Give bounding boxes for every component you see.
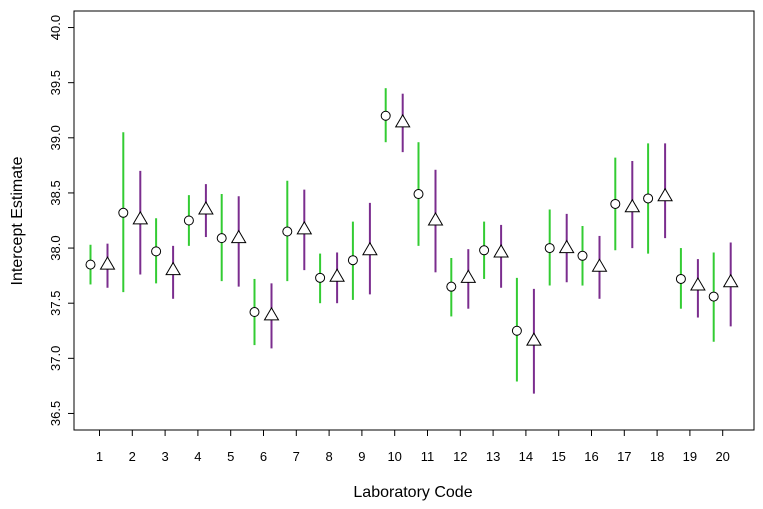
y-tick-label: 39.5 [48, 70, 63, 95]
x-tick-label: 19 [683, 449, 697, 464]
point-triangle [657, 187, 673, 202]
point-triangle [558, 239, 575, 254]
y-tick-label: 39.0 [48, 125, 63, 150]
x-tick-label: 15 [551, 449, 565, 464]
x-tick-label: 13 [486, 449, 500, 464]
point-circle [511, 325, 522, 336]
point-triangle [263, 306, 280, 321]
y-tick-label: 37.0 [48, 346, 63, 371]
point-triangle [526, 332, 542, 346]
y-tick-label: 40.0 [48, 15, 63, 40]
x-tick-label: 3 [161, 449, 168, 464]
point-triangle [230, 229, 247, 244]
x-tick-label: 20 [715, 449, 729, 464]
x-tick-label: 14 [519, 449, 533, 464]
point-circle [151, 246, 162, 257]
point-circle [708, 291, 719, 302]
x-tick-label: 5 [227, 449, 234, 464]
point-triangle [329, 268, 345, 282]
x-tick-label: 7 [293, 449, 300, 464]
point-circle [479, 245, 490, 256]
x-tick-label: 2 [129, 449, 136, 464]
point-circle [446, 281, 457, 292]
point-triangle [362, 241, 378, 256]
point-circle [577, 250, 588, 261]
point-circle [544, 243, 555, 254]
point-triangle [296, 220, 313, 235]
point-circle [183, 215, 194, 226]
point-circle [282, 226, 293, 237]
point-circle [675, 273, 686, 284]
point-triangle [427, 212, 444, 226]
point-triangle [198, 200, 214, 215]
x-axis: 1 2 3 4 5 6 7 8 9 10 11 12 13 14 15 16 17 18 19 20 [96, 430, 730, 464]
point-triangle [132, 210, 149, 225]
x-tick-label: 18 [650, 449, 664, 464]
point-triangle [165, 261, 181, 276]
point-triangle [690, 277, 706, 291]
point-triangle [99, 256, 116, 270]
point-circle [610, 198, 621, 209]
x-tick-label: 6 [260, 449, 267, 464]
x-tick-label: 12 [453, 449, 467, 464]
x-tick-label: 8 [325, 449, 332, 464]
y-axis: 36.5 37.0 37.5 38.0 38.5 39.0 39.5 40.0 [48, 15, 74, 426]
plot-frame [73, 10, 755, 431]
x-tick-label: 10 [387, 449, 401, 464]
point-circle [118, 207, 129, 218]
point-circle [315, 272, 326, 283]
x-tick-label: 9 [358, 449, 365, 464]
point-triangle [493, 243, 509, 258]
error-bars [89, 88, 732, 394]
point-circle [216, 233, 227, 244]
x-tick-label: 16 [584, 449, 598, 464]
y-axis-title: Intercept Estimate [9, 156, 26, 285]
point-triangle [394, 113, 411, 128]
point-triangle [624, 198, 641, 213]
point-triangle [591, 258, 608, 272]
point-circle [413, 189, 424, 200]
point-triangle [460, 269, 477, 283]
markers [85, 110, 739, 346]
x-tick-label: 11 [421, 449, 435, 464]
point-circle [85, 259, 96, 270]
x-tick-label: 4 [194, 449, 201, 464]
x-axis-title: Laboratory Code [353, 484, 472, 501]
point-triangle [722, 273, 739, 288]
x-tick-label: 17 [617, 449, 631, 464]
y-tick-label: 38.0 [48, 235, 63, 260]
y-tick-label: 37.5 [48, 291, 63, 316]
point-circle [643, 193, 654, 204]
x-tick-label: 1 [96, 449, 103, 464]
y-tick-label: 38.5 [48, 180, 63, 205]
point-circle [347, 255, 358, 266]
point-circle [380, 110, 391, 121]
point-circle [249, 307, 260, 318]
y-tick-label: 36.5 [48, 401, 63, 426]
